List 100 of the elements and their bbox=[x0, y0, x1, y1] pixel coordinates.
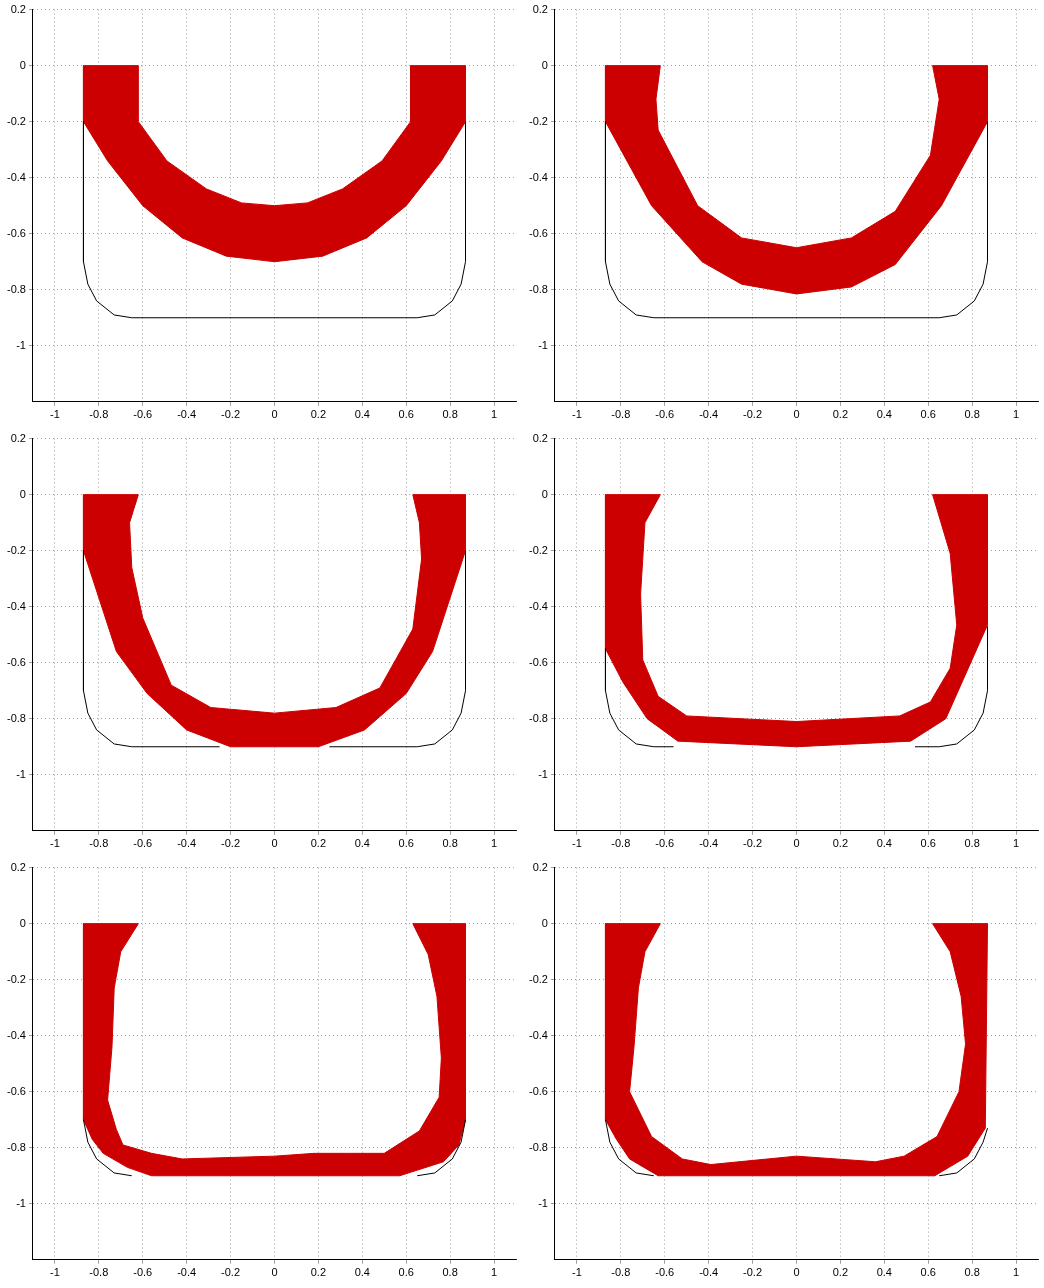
x-tick-label: 0.2 bbox=[310, 408, 327, 421]
y-tick-label: -1 bbox=[538, 338, 548, 351]
x-tick-label: -1 bbox=[572, 1266, 582, 1279]
y-tick-label: 0.2 bbox=[532, 2, 548, 15]
x-tick-label: 0 bbox=[271, 837, 278, 850]
x-tick-label: 0.8 bbox=[442, 837, 458, 850]
y-tick-label: -1 bbox=[538, 767, 548, 780]
x-tick-label: 0 bbox=[271, 1266, 278, 1279]
y-tick-label: 0 bbox=[19, 916, 26, 929]
x-tick-label: 0.4 bbox=[876, 837, 892, 850]
x-tick-label: -0.8 bbox=[611, 837, 631, 850]
x-tick-label: 0 bbox=[793, 408, 800, 421]
y-tick-label: -0.8 bbox=[528, 711, 548, 724]
y-tick-label: -0.8 bbox=[6, 1140, 26, 1153]
y-tick-label: 0.2 bbox=[10, 860, 26, 873]
y-tick-label: 0 bbox=[541, 916, 548, 929]
y-tick-label: 0 bbox=[541, 58, 548, 71]
y-tick-label: -0.6 bbox=[6, 655, 26, 668]
y-tick-label: 0.2 bbox=[532, 431, 548, 444]
x-tick-label: 0 bbox=[793, 1266, 800, 1279]
x-tick-label: -0.4 bbox=[177, 408, 197, 421]
x-tick-label: 1 bbox=[490, 408, 498, 421]
x-tick-label: -0.6 bbox=[133, 837, 153, 850]
x-tick-label: 0.8 bbox=[442, 408, 458, 421]
y-tick-label: -0.4 bbox=[528, 170, 548, 183]
y-tick-label: -0.4 bbox=[6, 1028, 26, 1041]
x-tick-label: -0.4 bbox=[699, 1266, 719, 1279]
y-tick-label: -0.2 bbox=[6, 972, 26, 985]
y-tick-label: -0.4 bbox=[6, 170, 26, 183]
x-tick-label: 0.2 bbox=[310, 837, 327, 850]
x-tick-label: -0.8 bbox=[611, 408, 631, 421]
x-tick-label: -0.6 bbox=[655, 1266, 675, 1279]
y-tick-label: -1 bbox=[16, 338, 26, 351]
x-tick-label: -0.8 bbox=[89, 837, 109, 850]
y-tick-label: -0.2 bbox=[528, 972, 548, 985]
x-tick-label: 0.4 bbox=[876, 1266, 892, 1279]
y-tick-label: -1 bbox=[16, 767, 26, 780]
x-tick-label: 0 bbox=[793, 837, 800, 850]
y-tick-label: -0.2 bbox=[528, 543, 548, 556]
x-tick-label: -0.6 bbox=[133, 1266, 153, 1279]
x-tick-label: -0.2 bbox=[743, 837, 763, 850]
x-tick-label: 0.8 bbox=[964, 408, 980, 421]
x-tick-label: -0.2 bbox=[743, 1266, 763, 1279]
y-tick-label: 0.2 bbox=[10, 431, 26, 444]
x-tick-label: 0.6 bbox=[398, 408, 414, 421]
x-tick-label: 0.2 bbox=[832, 408, 849, 421]
x-tick-label: -0.4 bbox=[699, 408, 719, 421]
x-tick-label: 0.4 bbox=[354, 1266, 370, 1279]
y-tick-label: -0.6 bbox=[6, 1084, 26, 1097]
x-tick-label: -1 bbox=[572, 837, 582, 850]
x-tick-label: -0.6 bbox=[133, 408, 153, 421]
y-tick-label: -0.6 bbox=[528, 1084, 548, 1097]
y-tick-label: 0.2 bbox=[532, 860, 548, 873]
x-tick-label: -0.2 bbox=[743, 408, 763, 421]
y-tick-label: -0.6 bbox=[528, 655, 548, 668]
y-tick-label: -1 bbox=[16, 1196, 26, 1209]
x-tick-label: 1 bbox=[490, 1266, 498, 1279]
x-tick-label: 0.6 bbox=[398, 837, 414, 850]
x-tick-label: 0.6 bbox=[920, 408, 936, 421]
x-tick-label: 0.6 bbox=[920, 1266, 936, 1279]
x-tick-label: 0.6 bbox=[398, 1266, 414, 1279]
y-tick-label: -0.8 bbox=[528, 1140, 548, 1153]
x-tick-label: 0.8 bbox=[964, 837, 980, 850]
y-tick-label: -0.6 bbox=[6, 226, 26, 239]
y-tick-label: -0.8 bbox=[6, 711, 26, 724]
y-tick-label: -0.8 bbox=[6, 282, 26, 295]
x-tick-label: -0.8 bbox=[89, 408, 109, 421]
x-tick-label: -0.6 bbox=[655, 408, 675, 421]
x-tick-label: 0.8 bbox=[964, 1266, 980, 1279]
x-tick-label: -0.2 bbox=[221, 837, 241, 850]
x-tick-label: -1 bbox=[50, 408, 60, 421]
x-tick-label: -1 bbox=[50, 837, 60, 850]
x-tick-label: -1 bbox=[572, 408, 582, 421]
y-tick-label: 0 bbox=[541, 487, 548, 500]
y-tick-label: -0.2 bbox=[6, 114, 26, 127]
y-tick-label: -0.2 bbox=[528, 114, 548, 127]
y-tick-label: -1 bbox=[538, 1196, 548, 1209]
y-tick-label: -0.8 bbox=[528, 282, 548, 295]
y-tick-label: -0.4 bbox=[528, 1028, 548, 1041]
x-tick-label: -0.4 bbox=[177, 1266, 197, 1279]
x-tick-label: 0.8 bbox=[442, 1266, 458, 1279]
x-tick-label: -0.4 bbox=[177, 837, 197, 850]
x-tick-label: 0 bbox=[271, 408, 278, 421]
x-tick-label: 0.4 bbox=[354, 837, 370, 850]
y-tick-label: -0.4 bbox=[528, 599, 548, 612]
y-tick-label: 0 bbox=[19, 58, 26, 71]
x-tick-label: 1 bbox=[1012, 1266, 1020, 1279]
x-tick-label: 0.2 bbox=[832, 1266, 849, 1279]
y-tick-label: -0.2 bbox=[6, 543, 26, 556]
y-tick-label: -0.4 bbox=[6, 599, 26, 612]
x-tick-label: -0.2 bbox=[221, 408, 241, 421]
y-tick-label: 0.2 bbox=[10, 2, 26, 15]
x-tick-label: -0.2 bbox=[221, 1266, 241, 1279]
x-tick-label: 0.6 bbox=[920, 837, 936, 850]
x-tick-label: -0.4 bbox=[699, 837, 719, 850]
x-tick-label: 0.2 bbox=[310, 1266, 327, 1279]
x-tick-label: 0.4 bbox=[876, 408, 892, 421]
x-tick-label: 0.2 bbox=[832, 837, 849, 850]
x-tick-label: -0.8 bbox=[89, 1266, 109, 1279]
x-tick-label: 1 bbox=[490, 837, 498, 850]
